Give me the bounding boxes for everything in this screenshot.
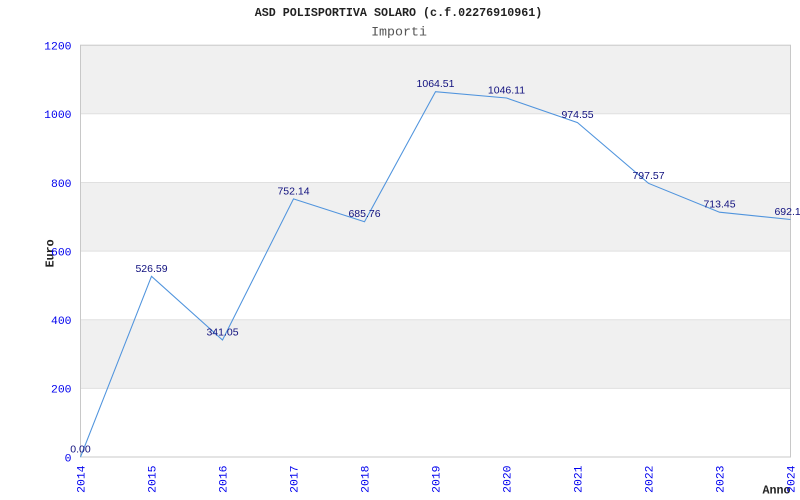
svg-text:Euro: Euro [44,239,58,267]
svg-text:2016: 2016 [219,465,231,493]
svg-text:685.76: 685.76 [348,208,380,220]
svg-text:800: 800 [51,179,72,191]
svg-text:2024: 2024 [787,465,799,493]
svg-text:2014: 2014 [77,465,89,493]
svg-text:ASD POLISPORTIVA SOLARO (c.f.0: ASD POLISPORTIVA SOLARO (c.f.02276910961… [255,6,543,20]
svg-text:341.05: 341.05 [206,327,238,339]
svg-text:713.45: 713.45 [703,199,735,211]
svg-text:600: 600 [51,247,72,259]
svg-text:2019: 2019 [432,465,444,493]
svg-text:1046.11: 1046.11 [488,85,525,97]
svg-text:2017: 2017 [290,466,302,493]
svg-text:692.10: 692.10 [774,206,800,218]
svg-text:2021: 2021 [574,465,586,493]
svg-text:2022: 2022 [645,465,657,493]
svg-text:2018: 2018 [361,465,373,493]
svg-text:974.55: 974.55 [561,109,593,121]
svg-text:526.59: 526.59 [135,263,167,275]
svg-text:1064.51: 1064.51 [417,78,455,90]
svg-text:797.57: 797.57 [632,170,664,182]
svg-text:1000: 1000 [44,110,72,122]
svg-text:0: 0 [65,453,72,465]
svg-text:2023: 2023 [716,465,728,493]
svg-text:200: 200 [51,385,72,397]
svg-text:400: 400 [51,316,72,328]
svg-text:0.00: 0.00 [70,444,91,456]
svg-text:2015: 2015 [148,465,160,493]
svg-text:Importi: Importi [371,25,427,40]
svg-text:752.14: 752.14 [277,185,309,197]
svg-text:Anno: Anno [762,484,790,498]
svg-text:1200: 1200 [44,42,72,54]
svg-text:2020: 2020 [503,465,515,493]
